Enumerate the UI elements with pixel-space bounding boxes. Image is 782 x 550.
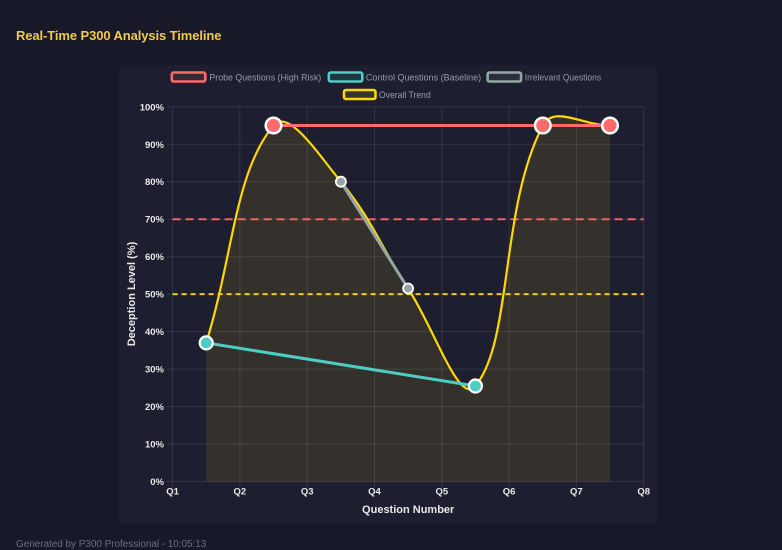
svg-text:30%: 30% [145, 365, 165, 376]
svg-text:20%: 20% [145, 402, 165, 413]
svg-text:Q6: Q6 [503, 487, 516, 498]
svg-text:Q3: Q3 [301, 487, 314, 498]
svg-text:Overall Trend: Overall Trend [379, 90, 431, 101]
svg-text:Deception Level (%): Deception Level (%) [126, 241, 138, 346]
svg-text:Q7: Q7 [570, 487, 583, 498]
svg-text:Q5: Q5 [435, 487, 448, 498]
svg-text:Q8: Q8 [637, 487, 650, 498]
svg-text:Control Questions (Baseline): Control Questions (Baseline) [366, 72, 481, 83]
svg-text:10%: 10% [145, 440, 165, 451]
svg-text:50%: 50% [145, 290, 165, 301]
svg-text:0%: 0% [150, 477, 164, 488]
svg-text:Question Number: Question Number [362, 504, 455, 516]
svg-text:70%: 70% [145, 215, 165, 226]
svg-text:100%: 100% [140, 102, 165, 113]
svg-text:80%: 80% [145, 177, 165, 188]
svg-text:40%: 40% [145, 327, 165, 338]
svg-text:60%: 60% [145, 252, 165, 263]
svg-text:Q1: Q1 [166, 487, 179, 498]
svg-text:Irrelevant Questions: Irrelevant Questions [525, 72, 602, 83]
svg-text:90%: 90% [145, 140, 165, 151]
svg-text:Probe Questions (High Risk): Probe Questions (High Risk) [209, 72, 321, 83]
svg-text:Q2: Q2 [234, 487, 247, 498]
svg-text:Q4: Q4 [368, 487, 381, 498]
